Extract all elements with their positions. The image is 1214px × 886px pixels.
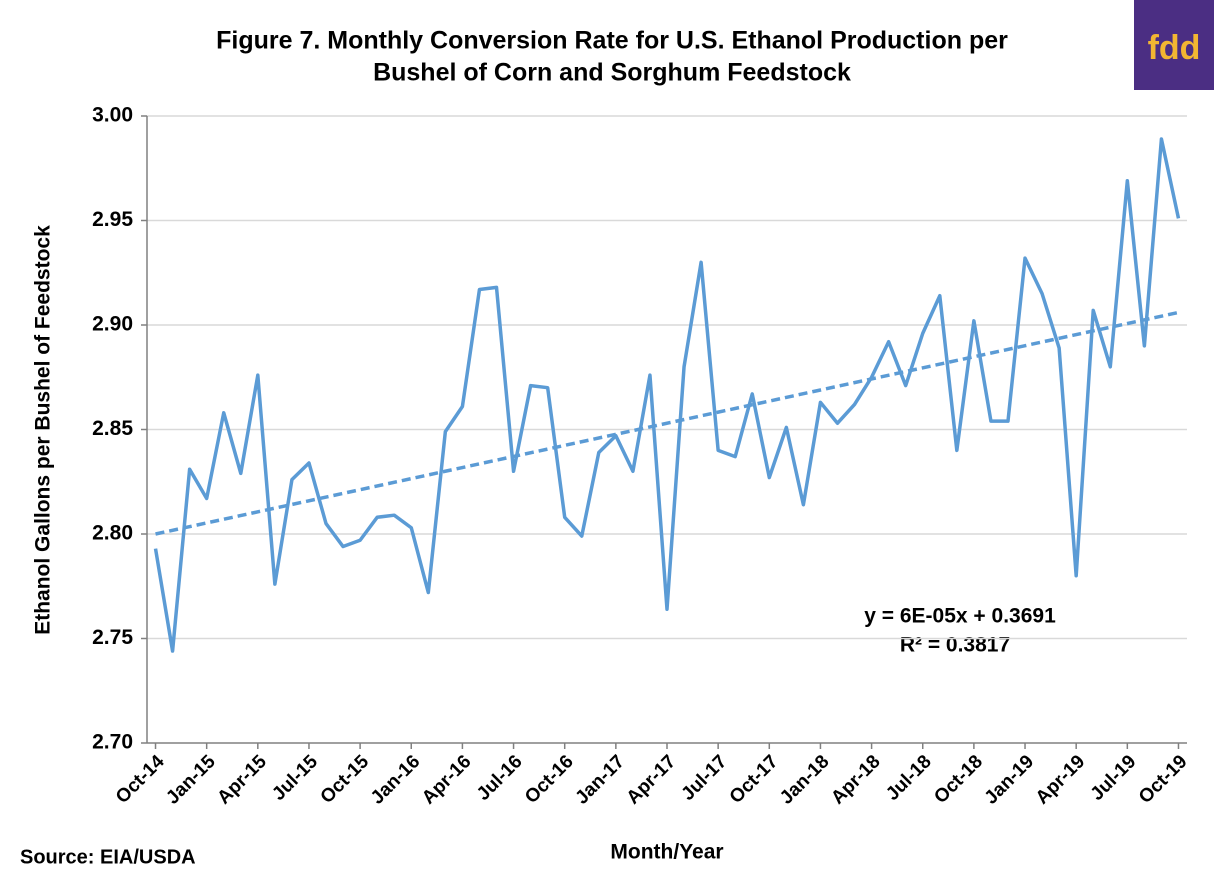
x-tick-label: Jul-19 <box>1087 751 1141 805</box>
y-tick-label: 2.90 <box>92 313 133 336</box>
logo: fdd <box>1148 29 1201 67</box>
chart-title: Bushel of Corn and Sorghum Feedstock <box>373 59 851 87</box>
y-tick-label: 2.75 <box>92 626 133 649</box>
x-tick-label: Oct-19 <box>1135 751 1192 808</box>
x-tick-label: Jul-17 <box>678 751 732 805</box>
trend-equation: y = 6E-05x + 0.3691 <box>864 605 1056 628</box>
x-tick-label: Apr-18 <box>827 751 884 808</box>
trend-r-squared: R² = 0.3817 <box>900 634 1010 657</box>
x-tick-label: Oct-16 <box>521 751 578 808</box>
x-tick-label: Jan-15 <box>162 751 220 809</box>
logo-background <box>1134 0 1214 90</box>
x-tick-label: Oct-18 <box>930 751 987 808</box>
x-tick-label: Jul-18 <box>882 751 936 805</box>
source: Source: EIA/USDA <box>20 846 196 868</box>
x-tick-label: Apr-19 <box>1032 751 1089 808</box>
x-axis-label: Month/Year <box>610 841 723 864</box>
x-tick-label: Oct-17 <box>726 751 783 808</box>
y-tick-label: 2.70 <box>92 731 133 754</box>
y-tick-label: 2.85 <box>92 417 133 440</box>
x-tick-label: Oct-14 <box>112 751 169 808</box>
x-tick-label: Jan-18 <box>776 751 833 808</box>
y-tick-label: 2.95 <box>92 208 133 231</box>
x-tick-label: Oct-15 <box>317 751 374 808</box>
x-tick-label: Jan-17 <box>572 751 629 808</box>
x-tick-label: Jan-16 <box>367 751 424 808</box>
data-line <box>153 137 1181 653</box>
y-tick-label: 3.00 <box>92 104 133 127</box>
chart-title: Figure 7. Monthly Conversion Rate for U.… <box>216 27 1008 55</box>
x-tick-label: Apr-17 <box>623 751 680 808</box>
trend-line <box>155 310 1179 536</box>
x-tick-label: Jul-15 <box>268 751 322 805</box>
x-tick-label: Jan-19 <box>981 751 1038 808</box>
y-axis-label: Ethanol Gallons per Bushel of Feedstock <box>32 225 55 635</box>
x-tick-label: Apr-16 <box>418 751 475 808</box>
y-tick-label: 2.80 <box>92 522 133 545</box>
x-tick-label: Jul-16 <box>473 751 527 805</box>
x-tick-label: Apr-15 <box>213 751 271 809</box>
